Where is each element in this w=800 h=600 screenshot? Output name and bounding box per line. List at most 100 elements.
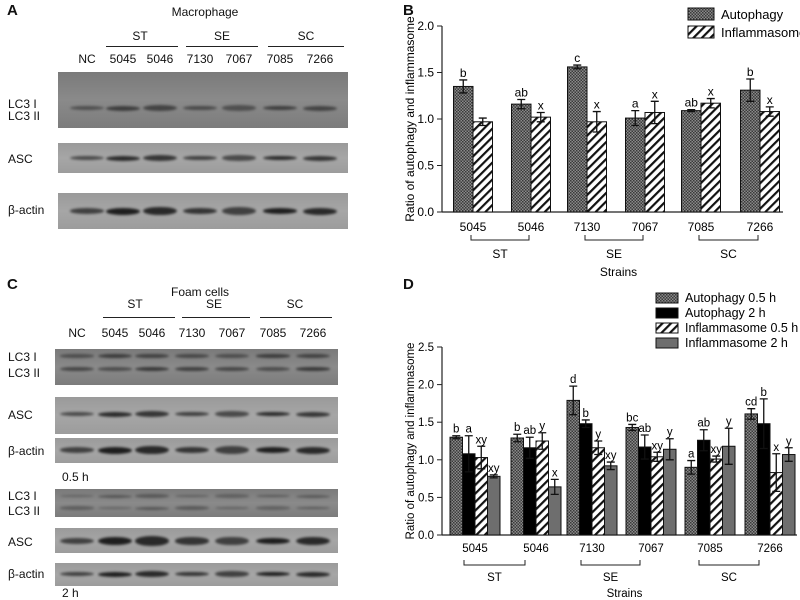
significance-letter: ab [638, 423, 651, 435]
blot-band [175, 366, 209, 372]
blot-band [263, 208, 297, 214]
blot-band [106, 155, 140, 161]
panel-label-c: C [7, 276, 18, 293]
group-underline [268, 46, 344, 47]
blot-band [263, 106, 297, 110]
significance-letter: xy [476, 434, 488, 446]
legend-label: Inflammasome 0.5 h [685, 321, 798, 335]
blot-band [296, 446, 330, 454]
blot-band [256, 366, 290, 372]
y-tick-label: 1.0 [417, 112, 434, 126]
y-tick-label: 0.0 [418, 530, 434, 542]
significance-letter: b [583, 408, 589, 420]
bar [567, 66, 588, 213]
blot-band [256, 572, 290, 576]
bar [625, 117, 646, 213]
blot-band [106, 207, 140, 215]
category-label: 7085 [697, 543, 723, 555]
significance-letter: y [667, 427, 673, 439]
blot-band [135, 445, 169, 455]
blot-band [215, 506, 249, 510]
y-tick-label: 1.5 [417, 66, 434, 80]
error-bar [459, 79, 468, 94]
significance-letter: b [761, 387, 767, 399]
bar [511, 103, 532, 213]
error-bar [536, 111, 545, 123]
row-label-beta-actin: β-actin [8, 203, 45, 217]
error-bar [489, 474, 498, 479]
error-bar [772, 453, 781, 493]
significance-letter: a [632, 97, 639, 111]
legend-label: Autophagy [721, 7, 784, 22]
significance-letter: a [688, 449, 695, 461]
blot-band [60, 366, 94, 372]
bar [472, 121, 493, 213]
blot-band [60, 412, 94, 416]
significance-letter: x [767, 93, 773, 107]
blot-band [98, 446, 132, 454]
blot-band [60, 354, 94, 358]
lc3-blot-0-5h [55, 349, 338, 385]
error-bar [699, 429, 708, 452]
bar [535, 440, 549, 536]
blot-band [70, 208, 104, 214]
blot-band [175, 354, 209, 358]
group-label: SC [721, 572, 737, 584]
error-bar [759, 398, 768, 450]
blot-band [135, 494, 169, 498]
row-label-lc3-i: LC3 I [8, 489, 37, 503]
row-label-lc3-i: LC3 I [8, 97, 37, 111]
category-label: 7067 [638, 543, 664, 555]
blot-band [98, 506, 132, 510]
significance-letter: x [652, 87, 658, 101]
y-tick-label: 2.5 [418, 342, 434, 354]
panel-label-d: D [403, 276, 414, 293]
group-label-st: ST [127, 297, 143, 311]
blot-band [135, 411, 169, 417]
lane-label: 7130 [178, 326, 206, 340]
beta-actin-blot [58, 193, 348, 229]
significance-letter: x [594, 98, 600, 112]
row-label-beta-actin: β-actin [8, 567, 45, 581]
blot-band [135, 506, 169, 510]
bar [700, 102, 721, 213]
beta-actin-blot-2h [55, 563, 338, 586]
error-bar [724, 427, 733, 465]
y-tick-label: 0.5 [418, 492, 434, 504]
category-label: 7266 [757, 543, 783, 555]
y-tick-label: 1.5 [418, 417, 434, 429]
lane-label: 5045 [101, 326, 129, 340]
bar [638, 446, 652, 536]
row-label-asc: ASC [8, 408, 33, 422]
error-bar [538, 432, 547, 450]
blot-band [215, 446, 249, 454]
error-bar [464, 435, 473, 473]
blot-band [98, 411, 132, 417]
error-bar [746, 78, 755, 102]
group-label: ST [487, 572, 502, 584]
beta-actin-blot-0-5h [55, 438, 338, 463]
time-label-2h: 2 h [62, 586, 79, 600]
bar [530, 116, 551, 213]
error-bar [478, 117, 487, 127]
group-underline [106, 46, 178, 47]
row-label-lc3-ii: LC3 II [8, 366, 41, 380]
bar [759, 111, 780, 213]
significance-letter: ab [697, 418, 710, 430]
bar [586, 121, 607, 213]
lane-label: NC [78, 52, 96, 66]
significance-letter: xy [605, 450, 617, 462]
lane-label: 7067 [225, 52, 253, 66]
group-bracket [463, 560, 526, 566]
blot-band [263, 156, 297, 160]
significance-letter: x [773, 442, 779, 454]
group-bracket [470, 235, 530, 241]
group-label: SC [720, 247, 737, 261]
bar [453, 85, 474, 213]
bar [650, 456, 664, 536]
legend-label: Inflammasome 2 h [685, 336, 788, 350]
blot-band [98, 537, 132, 545]
blot-band [135, 571, 169, 577]
